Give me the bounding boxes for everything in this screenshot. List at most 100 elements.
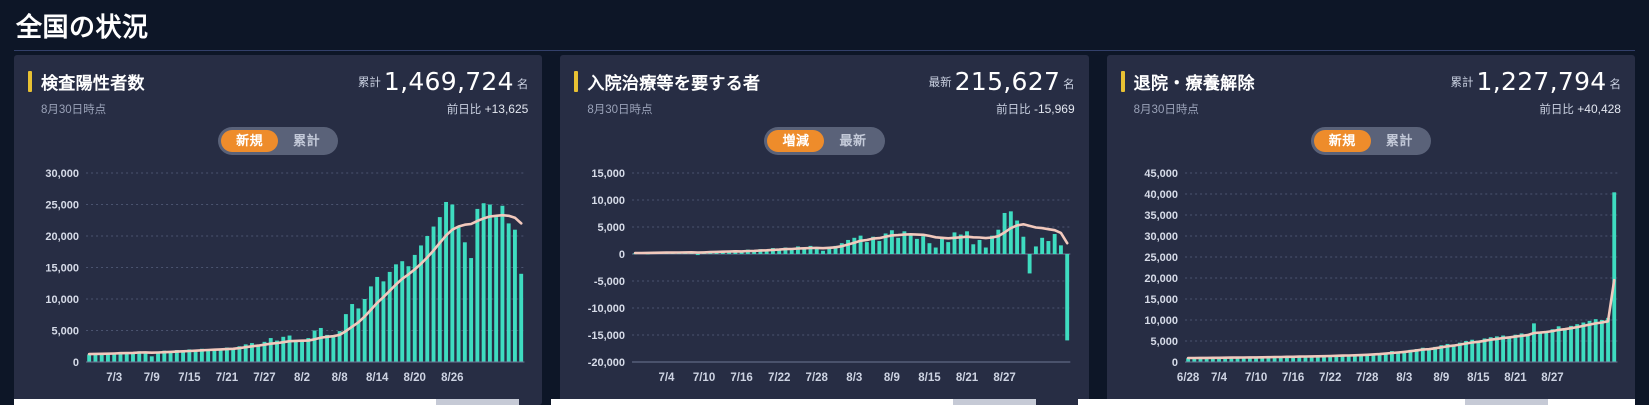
svg-text:10,000: 10,000 [1144, 315, 1178, 327]
stat-delta-value: +40,428 [1577, 102, 1621, 116]
bottom-panel-edge [1078, 399, 1635, 405]
stat-delta: 前日比 +40,428 [1451, 101, 1621, 117]
svg-text:5,000: 5,000 [598, 222, 626, 234]
chart-mode-toggle[interactable]: 新規 累計 [1310, 127, 1431, 155]
stat-unit: 名 [1063, 79, 1075, 91]
toggle-option-inactive[interactable]: 累計 [1385, 133, 1413, 148]
svg-text:0: 0 [1172, 357, 1178, 369]
svg-text:8/15: 8/15 [919, 372, 942, 384]
svg-text:20,000: 20,000 [1144, 273, 1178, 285]
svg-text:15,000: 15,000 [592, 168, 626, 180]
stat-unit: 名 [516, 79, 529, 91]
chart-container[interactable]: -20,000 -15,000 -10,000 -5,000 0 5,000 10,000 1… [574, 165, 1074, 390]
page-title: 全国の状況 [16, 12, 149, 42]
stat-value: 215,627 [954, 67, 1061, 96]
chart-svg: 0 5,000 10,000 15,000 20,000 25,000 30,000 35,0… [1144, 168, 1617, 384]
stat-main: 累計 1,227,794 名 [1451, 69, 1621, 99]
svg-text:7/22: 7/22 [768, 372, 790, 384]
card-header: 退院・療養解除 8月30日時点 累計 1,227,794 名前日比 +40,428 [1120, 69, 1621, 121]
chart-container[interactable]: 0 5,000 10,000 15,000 20,000 25,000 30,000 7/3 7… [28, 165, 528, 390]
svg-text:7/28: 7/28 [1356, 372, 1379, 384]
svg-text:7/15: 7/15 [178, 372, 201, 384]
svg-text:8/20: 8/20 [404, 372, 426, 384]
svg-text:15,000: 15,000 [1144, 294, 1178, 306]
svg-text:7/10: 7/10 [1245, 372, 1267, 384]
card-title-wrap: 検査陽性者数 [28, 69, 528, 94]
stat-prefix: 累計 [1450, 77, 1474, 89]
stat-delta-label: 前日比 [996, 104, 1031, 116]
accent-bar-icon [1120, 71, 1125, 92]
svg-text:8/21: 8/21 [1504, 372, 1527, 384]
toggle-option-inactive[interactable]: 最新 [839, 133, 867, 148]
svg-text:7/16: 7/16 [1282, 372, 1304, 384]
stat-prefix: 累計 [357, 77, 381, 89]
bottom-panel-edge [436, 399, 519, 405]
svg-text:7/9: 7/9 [144, 372, 160, 384]
svg-text:5,000: 5,000 [1150, 336, 1178, 348]
cards-row: 検査陽性者数 8月30日時点 累計 1,469,724 名前日比 +13,625 新規 累計… [0, 55, 1649, 405]
card-header: 入院治療等を要する者 8月30日時点 最新 215,627 名前日比 -15,969 [574, 69, 1075, 121]
svg-text:8/27: 8/27 [1541, 372, 1563, 384]
svg-text:8/21: 8/21 [956, 372, 979, 384]
svg-text:8/3: 8/3 [1396, 372, 1412, 384]
bottom-panel-edge [953, 399, 1036, 405]
svg-text:8/3: 8/3 [847, 372, 863, 384]
toggle-option-active[interactable]: 新規 [221, 130, 279, 152]
svg-text:8/15: 8/15 [1467, 372, 1490, 384]
stat-main: 最新 215,627 名 [929, 69, 1075, 99]
card-title-wrap: 退院・療養解除 [1120, 69, 1621, 94]
chart-container[interactable]: 0 5,000 10,000 15,000 20,000 25,000 30,000 35,0… [1121, 165, 1621, 390]
card-title: 退院・療養解除 [1133, 74, 1255, 93]
chart-svg: 0 5,000 10,000 15,000 20,000 25,000 30,000 7/3 7… [45, 168, 525, 384]
stat-prefix: 最新 [928, 77, 952, 89]
header-divider [14, 50, 1635, 51]
page-header: 全国の状況 [0, 0, 1649, 46]
chart-mode-toggle[interactable]: 新規 累計 [218, 127, 339, 155]
svg-text:7/21: 7/21 [216, 372, 239, 384]
stat-delta: 前日比 +13,625 [358, 101, 529, 117]
svg-text:0: 0 [73, 357, 79, 369]
stat-delta-label: 前日比 [446, 104, 482, 116]
svg-text:7/27: 7/27 [253, 372, 275, 384]
svg-text:30,000: 30,000 [45, 168, 79, 180]
bottom-panel-edge [551, 399, 1036, 405]
svg-text:7/22: 7/22 [1319, 372, 1341, 384]
card-date: 8月30日時点 [1133, 104, 1199, 116]
svg-text:7/4: 7/4 [1211, 372, 1228, 384]
toggle-option-active[interactable]: 新規 [1313, 130, 1371, 152]
svg-text:45,000: 45,000 [1144, 168, 1178, 180]
svg-text:7/28: 7/28 [806, 372, 829, 384]
chart-svg: -20,000 -15,000 -10,000 -5,000 0 5,000 10,000 1… [588, 168, 1071, 384]
card-stats: 累計 1,469,724 名前日比 +13,625 [358, 69, 528, 117]
card-positive-cases: 検査陽性者数 8月30日時点 累計 1,469,724 名前日比 +13,625 新規 累計… [14, 55, 543, 405]
svg-text:-10,000: -10,000 [588, 303, 625, 315]
svg-text:30,000: 30,000 [1144, 231, 1178, 243]
card-date: 8月30日時点 [41, 104, 107, 116]
card-stats: 最新 215,627 名前日比 -15,969 [929, 69, 1075, 117]
svg-text:25,000: 25,000 [45, 200, 79, 212]
toggle-option-active[interactable]: 増減 [767, 130, 825, 152]
toggle-row: 新規 累計 [1121, 127, 1621, 155]
stat-unit: 名 [1609, 79, 1621, 91]
card-discharged-recovered: 退院・療養解除 8月30日時点 累計 1,227,794 名前日比 +40,428 新規累… [1106, 55, 1635, 405]
svg-text:7/3: 7/3 [106, 372, 122, 384]
svg-text:40,000: 40,000 [1144, 189, 1178, 201]
card-title: 検査陽性者数 [41, 74, 145, 93]
chart-mode-toggle[interactable]: 増減 最新 [764, 127, 885, 155]
accent-bar-icon [574, 71, 579, 92]
svg-text:8/2: 8/2 [294, 372, 310, 384]
card-title-wrap: 入院治療等を要する者 [574, 69, 1074, 94]
svg-text:7/4: 7/4 [659, 372, 676, 384]
svg-text:8/14: 8/14 [366, 372, 389, 384]
svg-text:0: 0 [619, 249, 625, 261]
bottom-panel-edge [14, 399, 519, 405]
accent-bar-icon [28, 71, 32, 92]
bottom-panel-edge [1465, 399, 1548, 405]
svg-text:10,000: 10,000 [45, 294, 79, 306]
svg-text:8/9: 8/9 [1433, 372, 1449, 384]
svg-text:7/16: 7/16 [731, 372, 753, 384]
toggle-row: 増減 最新 [574, 127, 1074, 155]
stat-delta-label: 前日比 [1539, 104, 1574, 116]
toggle-option-inactive[interactable]: 累計 [293, 133, 321, 148]
